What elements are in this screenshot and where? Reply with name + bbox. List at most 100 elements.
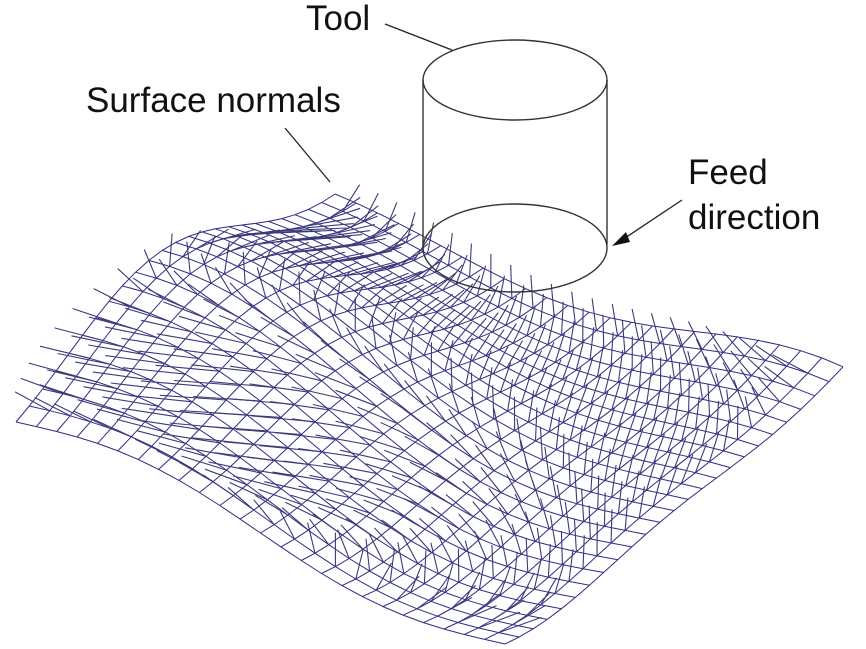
surface-normal [694, 443, 708, 473]
surface-normal [499, 323, 517, 351]
surface-normal [271, 284, 288, 313]
surface-normal [446, 524, 467, 552]
surface-normal [46, 369, 97, 383]
surface-normal [562, 434, 565, 468]
surface-normal [148, 288, 185, 308]
surface-normal [307, 522, 316, 554]
surface-normal [449, 283, 474, 308]
surface-normal [464, 540, 474, 572]
surface-normal [437, 324, 456, 352]
surface-normal [450, 434, 474, 460]
surface-normal [361, 284, 388, 309]
surface-normal [75, 361, 131, 373]
surface-normal [102, 396, 159, 407]
surface-normal [526, 591, 552, 616]
surface-normal [463, 275, 481, 303]
surface-normal [258, 488, 302, 506]
surface-normal [39, 345, 90, 359]
surface-normal [355, 548, 365, 580]
mesh-line-u [228, 226, 731, 469]
surface-normal [705, 325, 724, 353]
surface-normal [404, 380, 426, 406]
surface-normal [158, 258, 178, 286]
surface-normal [140, 380, 206, 387]
surface-normal [569, 408, 578, 441]
surface-normal [669, 346, 675, 379]
surface-normal [485, 329, 505, 356]
surface-normals-label: Surface normals [86, 81, 341, 120]
surface-normal [337, 215, 378, 233]
surface-normal [409, 461, 446, 481]
surface-normal [210, 381, 274, 389]
surface-normal [353, 272, 393, 292]
surface-normal [58, 391, 105, 407]
surface-normal [28, 362, 77, 377]
surface-normal [478, 312, 499, 339]
surface-normal [678, 334, 689, 365]
surface-normal [292, 259, 312, 286]
surface-normal [687, 321, 703, 350]
surface-normal [646, 371, 652, 404]
surface-normal [315, 434, 371, 446]
surface-normal [262, 229, 336, 234]
surface-normal [255, 494, 289, 516]
surface-normal [447, 233, 453, 266]
surface-normal [298, 251, 345, 267]
surface-normal [498, 616, 542, 634]
surface-normal [258, 248, 272, 279]
surface-normal [639, 444, 651, 475]
surface-normal [428, 272, 457, 296]
surface-normal [374, 527, 398, 553]
surface-normal [474, 444, 495, 472]
surface-normal [751, 386, 767, 416]
surface-normal [486, 367, 493, 399]
surface-normal [527, 390, 535, 423]
surface-normal [309, 474, 364, 487]
surface-normal [534, 407, 538, 441]
surface-normal [547, 544, 551, 578]
surface-normal [305, 260, 337, 282]
surface-normal [316, 207, 361, 224]
surface-normal [492, 599, 525, 621]
surface-normal [204, 468, 248, 486]
surface-normal [485, 579, 506, 607]
surface-normal [478, 557, 486, 590]
surface-normal [669, 317, 682, 347]
surface-normal [109, 297, 151, 315]
surface-normal [381, 519, 412, 542]
surface-normal [500, 535, 508, 567]
surface-normal [314, 372, 357, 390]
surface-normal [549, 466, 557, 498]
tool-bottom-ellipse-back [422, 203, 608, 249]
surface-normal [554, 332, 566, 363]
surface-normal [673, 438, 687, 468]
surface-normal [223, 441, 288, 449]
surface-normal [149, 408, 213, 416]
surface-normal [726, 389, 732, 422]
surface-normal [104, 326, 158, 339]
surface-normal [235, 428, 302, 436]
surface-normal [155, 364, 220, 372]
surface-normal [252, 350, 302, 364]
surface-normal [590, 458, 594, 493]
feed-arrow-line [621, 199, 683, 241]
surface-normal [437, 534, 453, 563]
mesh-line-u [308, 208, 815, 397]
surface-normal [291, 243, 351, 254]
surface-normal [298, 447, 357, 458]
surface-normal [514, 493, 529, 523]
surface-normal [320, 339, 350, 363]
surface-mesh [15, 193, 844, 645]
surface-normal [492, 385, 495, 419]
surface-normal [575, 339, 585, 371]
surface-normal [617, 350, 624, 383]
surface-normal [276, 227, 347, 232]
surface-normal [597, 432, 606, 464]
surface-normal [744, 396, 753, 428]
surface-normal [373, 256, 417, 273]
surface-normal [470, 294, 491, 321]
surface-normal [681, 409, 690, 441]
surface-normal [469, 243, 472, 277]
surface-normal [209, 228, 256, 244]
surface-normal [512, 604, 547, 626]
